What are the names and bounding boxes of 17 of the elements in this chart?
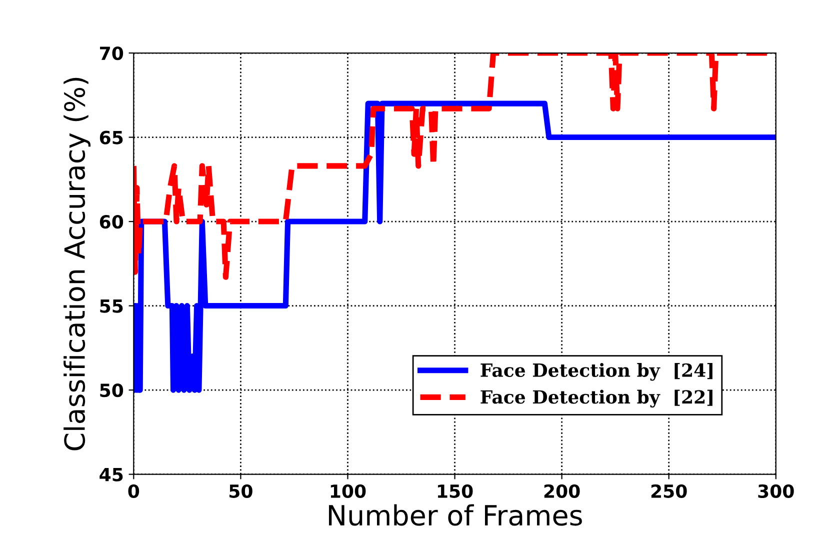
y-tick-label: 70 [100,46,124,60]
x-tick-label: 0 [128,484,140,498]
x-tick-label: 200 [544,484,580,498]
x-axis-title: Number of Frames [328,504,582,526]
y-tick-label: 55 [100,299,123,313]
x-tick-label: 100 [330,484,366,498]
y-tick-label: 60 [100,214,124,229]
y-tick-label: 65 [100,130,123,144]
x-tick-label: 150 [438,484,473,498]
x-tick-label: 250 [651,484,687,498]
y-tick-label: 45 [100,468,123,482]
x-tick-label: 50 [230,484,252,498]
legend-label: Face Detection by [24] [480,363,712,381]
legend-label: Face Detection by [22] [480,390,712,408]
y-tick-label: 50 [100,384,124,398]
y-axis-title: Classification Accuracy (%) [64,78,90,450]
x-tick-label: 300 [758,484,794,498]
